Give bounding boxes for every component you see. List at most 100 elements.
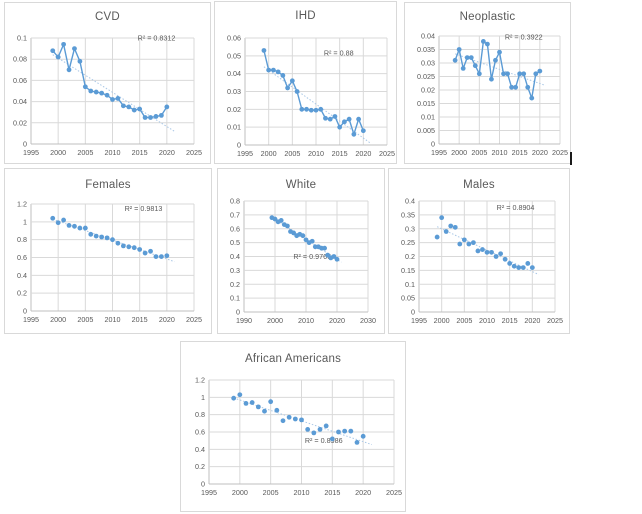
data-point [305,427,311,432]
y-tick-label: 0.4 [195,445,205,454]
data-point [471,240,476,246]
data-point [243,401,249,406]
data-point [336,429,341,435]
chart-cvd[interactable]: CVD 1995 2000 2005 2010 2015 2020 2025 0 0.02 0.04… [4,2,211,164]
x-tick-label: 2020 [329,316,345,325]
data-point [529,95,535,101]
y-tick-label: 0.04 [13,97,27,106]
data-point [61,217,66,223]
chart-ihd[interactable]: IHD 1995 2000 2005 2010 2015 2020 2025 0 0.01 0.02… [214,1,397,164]
x-tick-label: 2010 [479,316,495,325]
y-tick-label: 0.035 [417,45,435,54]
y-tick-label: 0.01 [421,113,435,122]
data-point [299,106,305,112]
y-tick-label: 1 [23,217,27,226]
chart-title: Neoplastic [459,11,516,23]
data-point [55,54,61,60]
series-line [263,50,364,136]
data-point [137,247,143,252]
x-tick-label: 2015 [132,315,148,324]
y-tick-label: 0.04 [227,69,241,78]
data-point [272,216,278,222]
x-tick-label: 2025 [552,148,568,157]
y-tick-label: 0.8 [230,197,240,206]
x-tick-label: 2000 [451,148,467,157]
y-tick-label: 0.6 [195,428,205,437]
data-point [516,265,522,270]
x-tick-label: 2010 [105,315,121,324]
chart-african-americans[interactable]: African Americans 1995 2000 2005 2010 2015 202… [180,341,406,512]
y-tick-label: 0.2 [195,462,205,471]
data-point [278,218,284,223]
data-point [342,428,348,434]
data-point [308,107,314,113]
chart-title: African Americans [244,353,342,365]
x-tick-label: 2000 [267,316,283,325]
data-point [351,131,357,137]
data-point [231,395,237,401]
data-point [525,261,531,266]
data-point [110,97,115,102]
r-squared-label: R² = 0.88 [324,48,354,57]
data-point [120,103,126,109]
x-tick-label: 2010 [105,148,121,157]
y-tick-label: 0.02 [227,105,241,114]
x-tick-label: 2000 [261,149,277,158]
data-point [72,223,77,229]
data-point [164,104,170,110]
chart-title: CVD [95,11,120,23]
y-tick-label: 0.02 [421,86,435,95]
data-point [104,235,110,241]
chart-females[interactable]: Females 1995 2000 2005 2010 2015 2020 2025 0 0.2 0… [4,168,212,334]
y-tick-label: 0.005 [417,126,435,135]
data-point [323,115,328,121]
data-point [131,245,137,251]
data-point [88,231,94,237]
y-tick-label: 0 [23,140,27,149]
data-point [99,90,105,96]
x-tick-label: 2015 [502,316,518,325]
y-tick-label: 0 [431,140,435,149]
x-tick-label: 2015 [512,148,528,157]
trendline [454,53,546,86]
data-point [311,430,317,436]
data-point [137,106,143,112]
data-point [299,417,304,423]
chart-white[interactable]: White 1990 2000 2010 2020 2030 0 0.1 0.2 0.3 0.4 0.… [217,168,385,334]
data-point [148,248,153,254]
data-point [50,215,56,221]
y-tick-label: 0.06 [227,34,241,43]
y-tick-label: 0.06 [13,76,27,85]
y-tick-label: 0.1 [405,280,415,289]
y-tick-label: 0 [23,307,27,316]
data-point [356,116,361,122]
data-point [131,107,137,113]
chart-neoplastic[interactable]: Neoplastic 1995 2000 2005 2010 2015 2020 2025 0 0… [404,2,571,164]
y-tick-label: 0.015 [417,99,435,108]
chart-males[interactable]: Males 1995 2000 2005 2010 2015 2020 2025 0 0.05 0.… [388,168,570,334]
y-tick-label: 0.15 [401,266,415,275]
data-point [237,392,243,398]
data-point [525,84,531,90]
data-point [505,71,510,77]
x-tick-label: 2005 [263,488,279,497]
y-tick-label: 1.2 [195,376,205,385]
data-point [529,265,535,270]
data-point [497,49,502,55]
chart-title: IHD [295,10,316,22]
y-tick-label: 0 [236,308,240,317]
data-point [331,254,337,259]
data-point [164,253,170,259]
x-tick-label: 1995 [411,316,427,325]
data-point [159,254,164,260]
data-point [289,78,295,84]
data-point [66,67,72,73]
x-tick-label: 2010 [294,488,310,497]
data-point [300,233,306,239]
data-point [126,104,132,110]
x-tick-label: 1995 [237,149,253,158]
data-point [452,224,458,230]
y-tick-label: 0 [237,141,241,150]
data-point [346,116,352,122]
data-point [325,252,331,258]
